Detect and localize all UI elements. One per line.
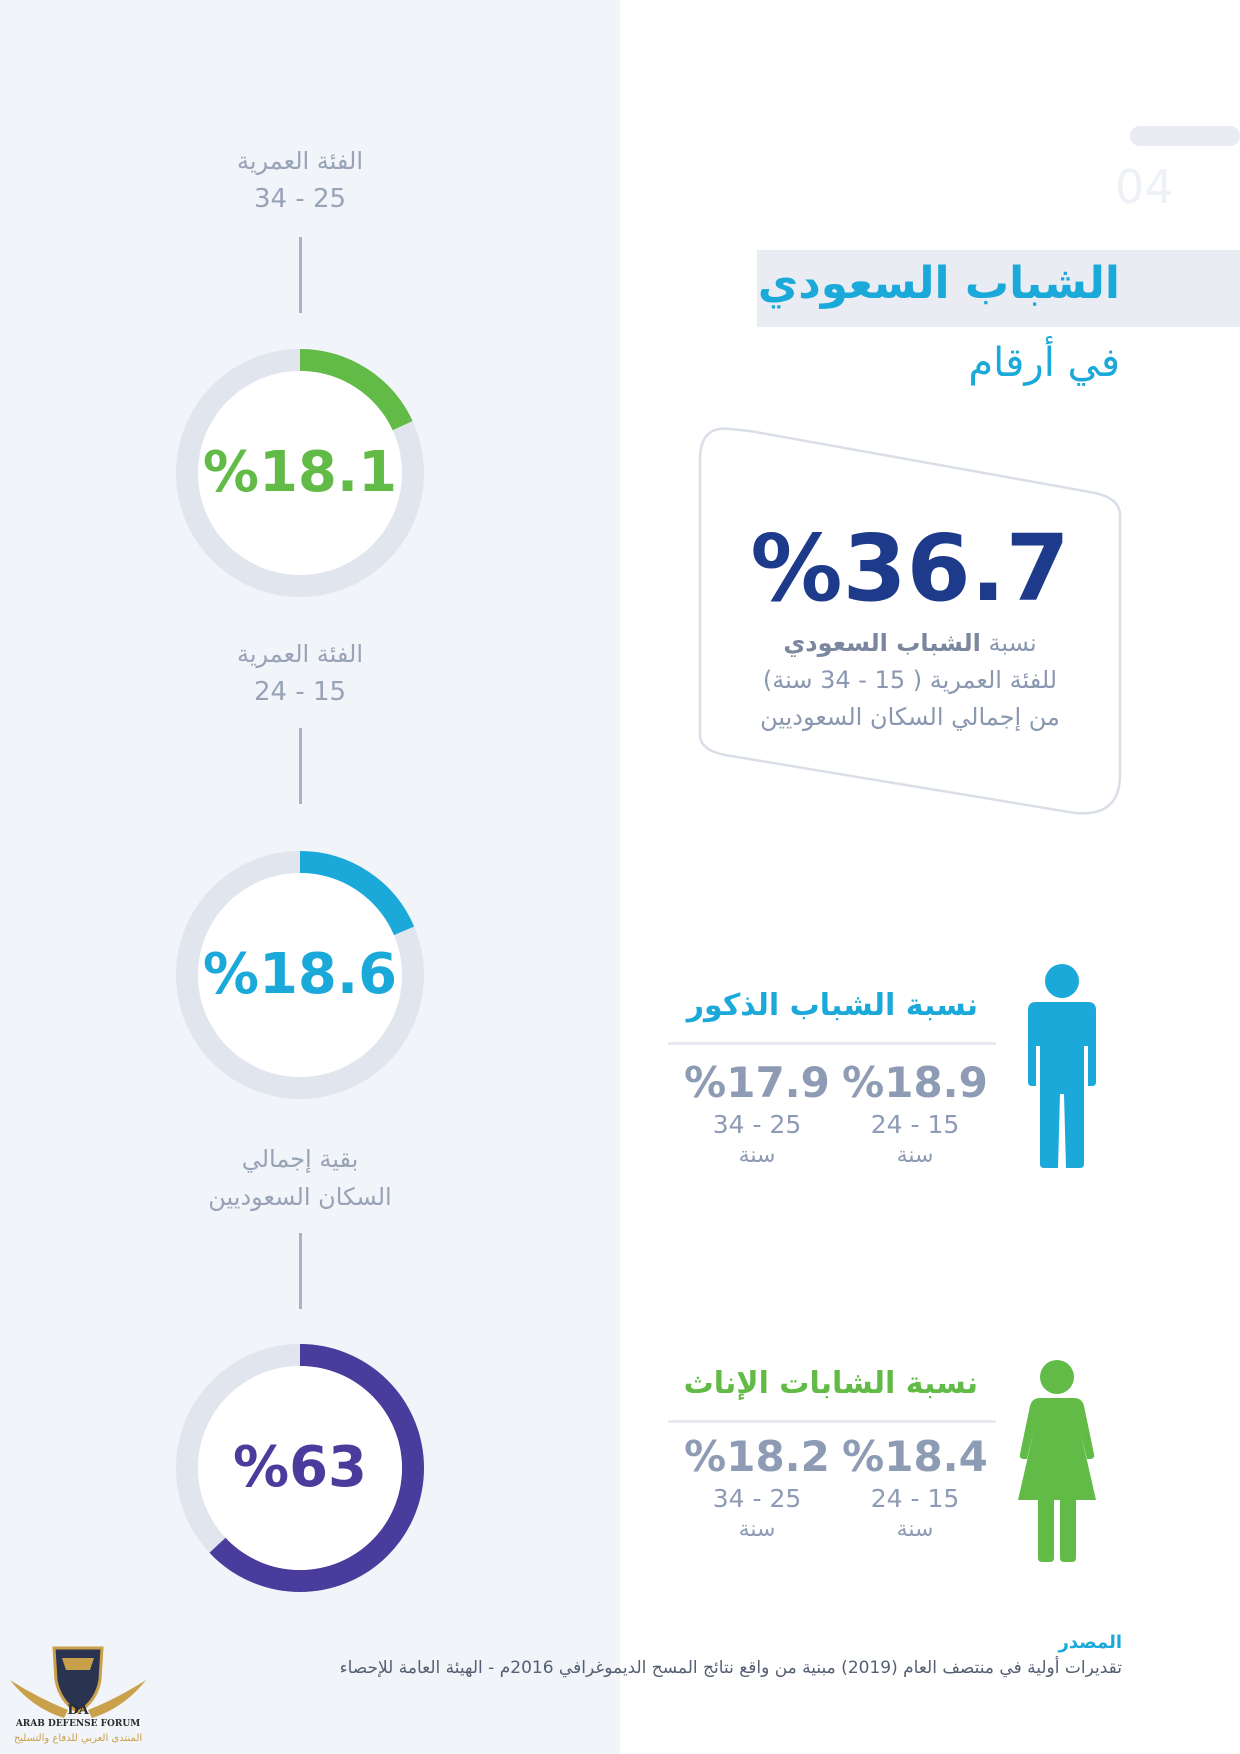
males-stat-25-34: %17.9 34 - 25 سنة	[684, 1058, 830, 1168]
summary-description: نسبة الشباب السعودي للفئة العمرية ( 15 -…	[760, 629, 1060, 731]
connector-line	[299, 237, 302, 313]
male-person-icon	[1028, 964, 1096, 1168]
ring-value: %63	[232, 1435, 368, 1500]
age-group-label: الفئة العمرية 24 - 15	[236, 640, 364, 707]
source-heading: المصدر	[1058, 1632, 1123, 1653]
females-stat-25-34: %18.2 34 - 25 سنة	[684, 1432, 830, 1542]
arab-defense-forum-logo: DA	[10, 1646, 146, 1718]
page-top-bar	[1130, 126, 1240, 146]
ring-arc	[176, 851, 424, 1099]
logo-name-ar: المنتدى العربي للدفاع والتسليح	[13, 1733, 143, 1744]
summary-card	[698, 427, 1122, 815]
ring-center	[198, 873, 402, 1077]
page-title: الشباب السعودي	[757, 258, 1120, 309]
logo-mark: DA	[67, 1703, 89, 1718]
rest-population-label: بقية إجمالي السكان السعوديين	[208, 1145, 392, 1211]
ring-center	[198, 1366, 402, 1570]
donut-ring-25-34: %18.1	[175, 348, 425, 598]
donut-ring-rest: %63	[175, 1343, 425, 1593]
summary-value: %36.7	[750, 515, 1070, 622]
title-band	[757, 250, 1240, 327]
logo-name-en: ARAB DEFENSE FORUM	[15, 1719, 141, 1729]
females-divider	[668, 1420, 996, 1423]
connector-line	[299, 1233, 302, 1309]
ring-value: %18.1	[202, 440, 398, 505]
age-group-label: الفئة العمرية 34 - 25	[236, 147, 364, 214]
ring-value: %18.6	[202, 942, 398, 1007]
source-text: تقديرات أولية في منتصف العام (2019) مبني…	[339, 1658, 1122, 1678]
females-title: نسبة الشابات الإناث	[683, 1366, 978, 1401]
ring-arc	[176, 1344, 424, 1592]
female-person-icon	[1018, 1360, 1096, 1562]
females-stat-15-24: %18.4 24 - 15 سنة	[842, 1432, 988, 1542]
page-subtitle: في أرقام	[968, 340, 1120, 386]
donut-ring-15-24: %18.6	[175, 850, 425, 1100]
ring-center	[198, 371, 402, 575]
connector-line	[299, 728, 302, 804]
page-number: 04	[1115, 160, 1174, 214]
ring-arc	[176, 349, 424, 597]
males-divider	[668, 1042, 996, 1045]
males-stat-15-24: %18.9 24 - 15 سنة	[842, 1058, 988, 1168]
males-title: نسبة الشباب الذكور	[686, 988, 978, 1023]
